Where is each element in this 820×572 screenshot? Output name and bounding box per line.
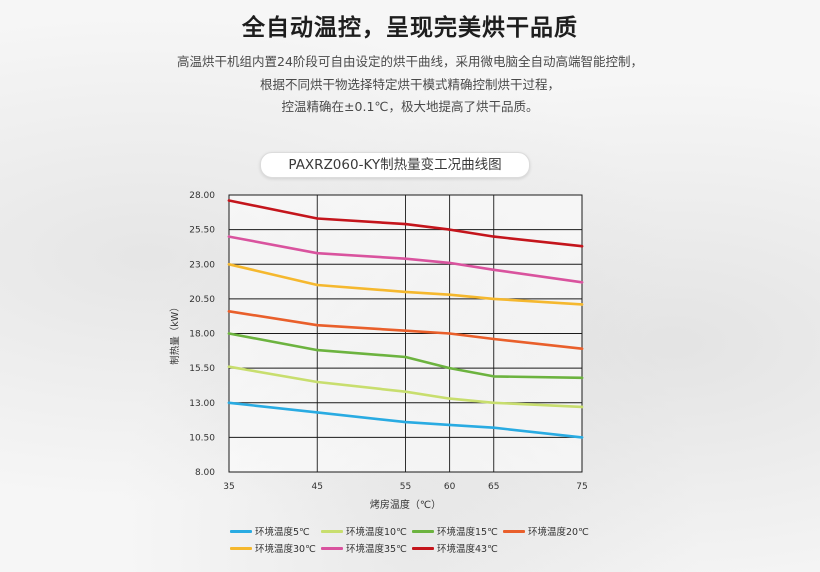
legend-label: 环境温度30℃ <box>255 544 316 555</box>
description-block: 高温烘干机组内置24阶段可自由设定的烘干曲线，采用微电脑全自动高端智能控制， 根… <box>0 51 820 119</box>
x-tick-label: 75 <box>576 482 587 492</box>
data-point <box>580 303 584 306</box>
x-tick-label: 65 <box>488 482 499 492</box>
data-point <box>404 329 407 333</box>
data-point <box>492 401 496 405</box>
data-point <box>448 228 451 231</box>
legend-swatch <box>321 529 343 533</box>
data-point <box>315 380 319 384</box>
legend-item: 环境温度30℃ <box>230 541 321 555</box>
data-point <box>492 426 496 429</box>
x-tick-label: 35 <box>223 482 234 492</box>
legend-label: 环境温度10℃ <box>346 527 407 538</box>
series-line <box>227 365 584 409</box>
data-point <box>580 376 584 380</box>
data-point <box>315 283 319 287</box>
page-title: 全自动温控，呈现完美烘干品质 <box>242 15 578 41</box>
data-point <box>404 222 407 226</box>
data-point <box>580 244 584 248</box>
legend-swatch <box>412 546 434 550</box>
series-line <box>227 235 584 284</box>
legend-row: 环境温度30℃ 环境温度35℃ 环境温度43℃ <box>230 541 670 558</box>
legend-swatch <box>321 546 343 550</box>
y-axis-label: 制热量（kW） <box>169 302 181 364</box>
line-chart: 8.00 10.50 13.00 15.50 18.00 20.50 23.00 25.50 2… <box>169 191 588 511</box>
data-point <box>227 332 231 335</box>
y-tick-label: 20.50 <box>189 295 215 305</box>
data-point <box>404 257 407 261</box>
data-point <box>404 290 407 294</box>
data-point <box>315 323 319 327</box>
data-point <box>315 217 319 220</box>
data-point <box>227 262 231 266</box>
legend-label: 环境温度43℃ <box>437 544 498 555</box>
data-point <box>404 420 407 424</box>
data-point <box>448 332 451 335</box>
series-line <box>227 199 584 248</box>
series-line <box>227 401 584 439</box>
y-tick-label: 18.00 <box>189 330 215 340</box>
legend-label: 环境温度15℃ <box>437 527 498 538</box>
data-point <box>227 235 231 238</box>
x-axis-label: 烤房温度（℃） <box>370 498 441 511</box>
data-point <box>227 401 231 405</box>
data-point <box>492 297 496 301</box>
data-point <box>227 365 231 369</box>
series-line <box>227 263 584 306</box>
legend-item: 环境温度35℃ <box>321 541 412 555</box>
data-point <box>448 261 451 265</box>
data-point <box>448 293 451 297</box>
series-line <box>227 332 584 380</box>
description-line-1: 高温烘干机组内置24阶段可自由设定的烘干曲线，采用微电脑全自动高端智能控制， <box>177 54 643 69</box>
data-point <box>227 310 231 313</box>
data-point <box>448 397 451 400</box>
chart-title: PAXRZ060-KY制热量变工况曲线图 <box>260 152 530 178</box>
data-point <box>492 235 496 238</box>
legend-swatch <box>230 529 252 533</box>
y-tick-label: 15.50 <box>189 364 215 374</box>
data-point <box>315 411 319 414</box>
data-point <box>580 405 584 409</box>
data-point <box>448 423 451 427</box>
data-point <box>580 436 584 439</box>
legend-row: 环境温度5℃ 环境温度10℃ 环境温度15℃ 环境温度20℃ <box>230 524 670 541</box>
description-line-2: 根据不同烘干物选择特定烘干模式精确控制烘干过程， <box>259 76 560 92</box>
data-point <box>492 268 496 272</box>
legend-item: 环境温度15℃ <box>412 524 503 538</box>
legend-swatch <box>503 529 525 533</box>
data-point <box>315 348 319 352</box>
data-point <box>580 347 584 351</box>
legend-item: 环境温度43℃ <box>412 541 503 555</box>
y-tick-label: 23.00 <box>189 260 215 270</box>
data-point <box>404 390 407 393</box>
chart-legend: 环境温度5℃ 环境温度10℃ 环境温度15℃ 环境温度20℃ 环境温度30℃ 环境温度35… <box>230 524 670 558</box>
data-point <box>404 355 407 359</box>
data-point <box>492 337 496 341</box>
legend-label: 环境温度20℃ <box>528 527 589 538</box>
legend-swatch <box>412 529 434 533</box>
y-tick-label: 8.00 <box>195 468 215 478</box>
y-tick-label: 28.00 <box>189 191 215 201</box>
legend-item: 环境温度20℃ <box>503 524 594 538</box>
x-tick-label: 45 <box>312 482 323 492</box>
description-line-3: 控温精确在±0.1℃，极大地提高了烘干品质。 <box>281 99 539 114</box>
data-point <box>492 375 496 378</box>
y-tick-label: 25.50 <box>189 226 215 236</box>
data-point <box>580 280 584 284</box>
legend-item: 环境温度5℃ <box>230 524 321 538</box>
data-point <box>227 199 231 202</box>
legend-swatch <box>230 546 252 550</box>
legend-label: 环境温度35℃ <box>346 544 407 555</box>
legend-item: 环境温度10℃ <box>321 524 412 538</box>
data-point <box>448 366 451 370</box>
series-line <box>227 310 584 350</box>
data-point <box>315 251 319 255</box>
x-tick-label: 60 <box>444 482 456 492</box>
y-tick-label: 13.00 <box>189 399 215 409</box>
legend-label: 环境温度5℃ <box>255 527 310 538</box>
x-tick-label: 55 <box>400 482 411 492</box>
y-tick-label: 10.50 <box>189 433 215 443</box>
